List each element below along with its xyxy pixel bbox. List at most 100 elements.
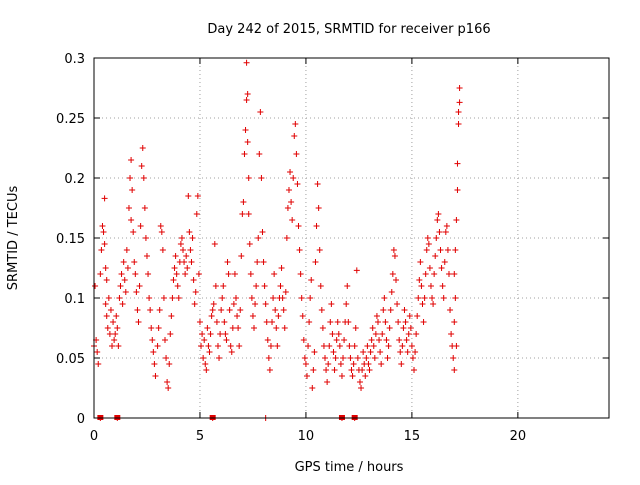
data-point [136, 283, 143, 289]
data-point [377, 349, 384, 355]
data-point [447, 307, 454, 313]
data-point [100, 229, 107, 235]
data-point [437, 247, 444, 253]
data-point [210, 301, 217, 307]
data-point [413, 331, 420, 337]
data-point [195, 271, 202, 277]
data-point [216, 355, 223, 361]
data-point [245, 175, 252, 181]
data-point [235, 325, 242, 331]
data-point [427, 283, 434, 289]
data-point [365, 361, 372, 367]
data-point [310, 367, 317, 373]
data-point [113, 313, 120, 319]
data-point [120, 259, 127, 265]
data-point [142, 235, 149, 241]
data-point [174, 283, 181, 289]
data-point [383, 337, 390, 343]
data-point [451, 319, 458, 325]
data-point [251, 325, 258, 331]
data-point [298, 295, 305, 301]
x-tick-label: 15 [404, 429, 421, 444]
data-point [159, 247, 166, 253]
data-point [430, 301, 437, 307]
data-point [391, 253, 398, 259]
data-point [227, 343, 234, 349]
data-point [397, 349, 404, 355]
data-point [419, 301, 426, 307]
data-point [226, 307, 233, 313]
data-point [103, 277, 110, 283]
data-point [109, 343, 116, 349]
data-point [200, 355, 207, 361]
data-point [283, 235, 290, 241]
data-point [218, 307, 225, 313]
data-point [262, 301, 269, 307]
data-point [232, 295, 239, 301]
data-point [257, 109, 264, 115]
data-point [228, 349, 235, 355]
data-point [451, 271, 458, 277]
data-point [396, 337, 403, 343]
data-point [426, 265, 433, 271]
data-point [320, 343, 327, 349]
data-point [307, 295, 314, 301]
y-tick-label: 0.2 [64, 172, 85, 187]
data-point [107, 307, 114, 313]
data-point [278, 265, 285, 271]
data-point [101, 195, 108, 202]
data-point [147, 307, 154, 313]
data-point [305, 343, 312, 349]
data-point [260, 259, 267, 265]
data-point [412, 349, 419, 355]
data-point [104, 325, 111, 331]
data-point [422, 271, 429, 277]
y-tick-label: 0.3 [64, 52, 85, 67]
data-point [114, 325, 121, 331]
data-point [219, 295, 226, 301]
data-point [128, 217, 135, 223]
data-point [139, 145, 146, 151]
data-point [367, 349, 374, 355]
data-point [128, 157, 135, 163]
data-point [364, 343, 371, 349]
data-point [259, 229, 266, 235]
data-point [236, 343, 243, 349]
data-point [341, 337, 348, 343]
data-point [445, 271, 452, 277]
data-point [290, 175, 297, 181]
data-point [223, 337, 230, 343]
data-point [456, 99, 463, 106]
data-point [269, 319, 276, 325]
data-point [254, 259, 261, 265]
data-point [135, 319, 142, 325]
data-point [189, 235, 196, 241]
data-point [373, 313, 380, 319]
data-point [101, 241, 108, 247]
x-axis-label: GPS time / hours [295, 460, 404, 475]
data-point [212, 283, 219, 289]
data-point [337, 361, 344, 367]
data-point [149, 337, 156, 343]
data-point [224, 259, 231, 265]
data-point [99, 223, 106, 229]
data-point [158, 229, 165, 235]
data-point [97, 271, 104, 277]
y-tick-label: 0 [77, 412, 85, 427]
data-point [270, 295, 277, 301]
data-point [152, 373, 159, 379]
data-point [241, 151, 248, 157]
data-point [318, 307, 325, 313]
data-point [285, 187, 292, 193]
data-point [167, 331, 174, 337]
data-point [311, 349, 318, 355]
data-point [275, 313, 282, 319]
data-point [132, 271, 139, 277]
data-point [313, 223, 320, 229]
data-point [360, 349, 367, 355]
data-point [243, 97, 250, 103]
data-point [115, 343, 122, 349]
data-point [272, 307, 279, 313]
data-point [181, 259, 188, 265]
